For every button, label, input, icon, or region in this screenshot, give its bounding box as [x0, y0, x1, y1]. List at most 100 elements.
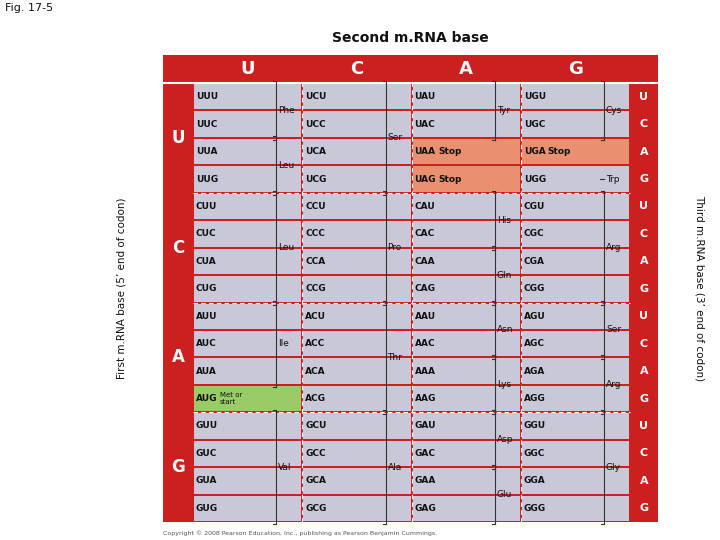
Text: C: C: [640, 229, 648, 239]
Bar: [522, 276, 629, 301]
Text: Lys: Lys: [497, 380, 511, 389]
Bar: [303, 248, 410, 274]
Bar: [194, 441, 301, 466]
Text: GAC: GAC: [415, 449, 436, 458]
Bar: [522, 111, 629, 137]
Text: A: A: [459, 60, 473, 78]
Text: Ser: Ser: [606, 326, 621, 334]
Text: Stop: Stop: [438, 174, 462, 184]
Bar: [303, 194, 410, 219]
Text: A: A: [171, 348, 184, 366]
Text: Pro: Pro: [387, 243, 402, 252]
Text: C: C: [172, 239, 184, 256]
Bar: [522, 386, 629, 411]
Bar: [194, 194, 301, 219]
Text: AUC: AUC: [196, 339, 217, 348]
Bar: [631, 331, 657, 356]
Bar: [631, 386, 657, 411]
Bar: [413, 331, 520, 356]
Bar: [631, 166, 657, 192]
Bar: [303, 413, 410, 438]
Text: GGG: GGG: [523, 504, 546, 513]
Text: AAA: AAA: [415, 367, 436, 376]
Text: AAC: AAC: [415, 339, 435, 348]
Bar: [194, 84, 301, 110]
Text: AGG: AGG: [523, 394, 546, 403]
Bar: [303, 166, 410, 192]
Bar: [631, 221, 657, 247]
Text: GCA: GCA: [305, 476, 326, 485]
Bar: [163, 55, 658, 522]
Text: Ser: Ser: [387, 133, 402, 143]
Text: CCA: CCA: [305, 257, 325, 266]
Text: GAU: GAU: [415, 421, 436, 430]
Bar: [413, 441, 520, 466]
Text: GUC: GUC: [196, 449, 217, 458]
Text: Stop: Stop: [548, 147, 571, 156]
Text: UCG: UCG: [305, 174, 327, 184]
Bar: [631, 139, 657, 164]
Bar: [194, 413, 301, 438]
Text: CAG: CAG: [415, 284, 436, 293]
Text: GGC: GGC: [523, 449, 545, 458]
Text: Gln: Gln: [497, 271, 512, 280]
Bar: [194, 139, 301, 164]
Text: U: U: [639, 421, 649, 431]
Bar: [522, 248, 629, 274]
Bar: [303, 359, 410, 384]
Text: CCG: CCG: [305, 284, 326, 293]
Bar: [194, 331, 301, 356]
Text: Asp: Asp: [497, 435, 513, 444]
Text: CGU: CGU: [523, 202, 545, 211]
Text: CGA: CGA: [523, 257, 545, 266]
Text: CUU: CUU: [196, 202, 217, 211]
Text: CGC: CGC: [523, 230, 544, 238]
Text: G: G: [639, 394, 649, 403]
Bar: [303, 139, 410, 164]
Text: C: C: [640, 448, 648, 458]
Text: Fig. 17-5: Fig. 17-5: [5, 3, 53, 13]
Bar: [631, 248, 657, 274]
Bar: [413, 194, 520, 219]
Bar: [522, 221, 629, 247]
Text: CGG: CGG: [523, 284, 545, 293]
Text: Gly: Gly: [606, 463, 621, 471]
Text: GUU: GUU: [196, 421, 218, 430]
Text: Ala: Ala: [387, 463, 402, 471]
Bar: [194, 248, 301, 274]
Bar: [522, 166, 629, 192]
Bar: [194, 276, 301, 301]
Text: AUG: AUG: [196, 394, 217, 403]
Bar: [631, 468, 657, 494]
Text: Second m.RNA base: Second m.RNA base: [332, 31, 489, 45]
Text: A: A: [639, 256, 648, 266]
Text: UAA: UAA: [415, 147, 436, 156]
Bar: [303, 331, 410, 356]
Text: A: A: [639, 476, 648, 486]
Bar: [413, 139, 520, 164]
Text: CUG: CUG: [196, 284, 217, 293]
Bar: [413, 248, 520, 274]
Bar: [194, 221, 301, 247]
Text: G: G: [171, 458, 185, 476]
Text: UGC: UGC: [523, 120, 545, 129]
Text: GGU: GGU: [523, 421, 546, 430]
Text: GCU: GCU: [305, 421, 327, 430]
Text: UCC: UCC: [305, 120, 326, 129]
Bar: [522, 303, 629, 329]
Bar: [522, 194, 629, 219]
Text: Leu: Leu: [278, 161, 294, 170]
Bar: [303, 441, 410, 466]
Text: AAU: AAU: [415, 312, 436, 321]
Text: Asn: Asn: [497, 326, 513, 334]
Text: GCC: GCC: [305, 449, 326, 458]
Text: U: U: [639, 311, 649, 321]
Bar: [413, 111, 520, 137]
Text: UAC: UAC: [415, 120, 436, 129]
Bar: [631, 111, 657, 137]
Text: A: A: [639, 366, 648, 376]
Bar: [194, 166, 301, 192]
Text: Tyr: Tyr: [497, 106, 510, 115]
Bar: [631, 303, 657, 329]
Bar: [413, 166, 520, 192]
